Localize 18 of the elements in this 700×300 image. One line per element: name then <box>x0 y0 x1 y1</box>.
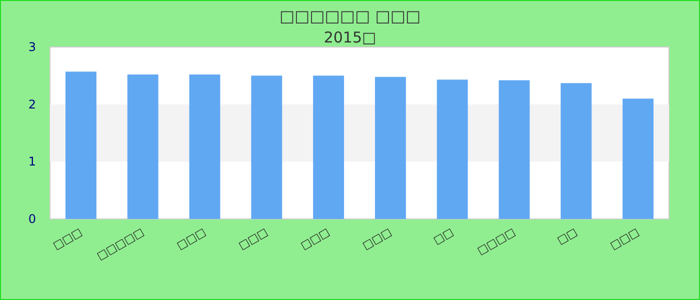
chart-subtitle: 2015□ <box>324 28 376 46</box>
bar <box>189 74 220 219</box>
y-tick-label: 0 <box>28 212 36 226</box>
bar <box>436 80 468 219</box>
y-tick-label: 3 <box>28 40 36 54</box>
bar <box>374 76 406 219</box>
y-tick-label: 1 <box>28 154 36 169</box>
bar <box>127 74 158 219</box>
bar <box>622 98 654 219</box>
bar <box>313 76 344 219</box>
y-tick-label: 2 <box>28 97 36 112</box>
chart-title: □□□□□□ □□□ <box>279 6 421 26</box>
bar <box>251 76 282 219</box>
x-tick-label: □□ <box>431 225 456 248</box>
bar <box>65 72 96 219</box>
x-tick-label: □□ <box>554 225 580 248</box>
bar <box>560 83 592 219</box>
bar <box>498 80 530 219</box>
